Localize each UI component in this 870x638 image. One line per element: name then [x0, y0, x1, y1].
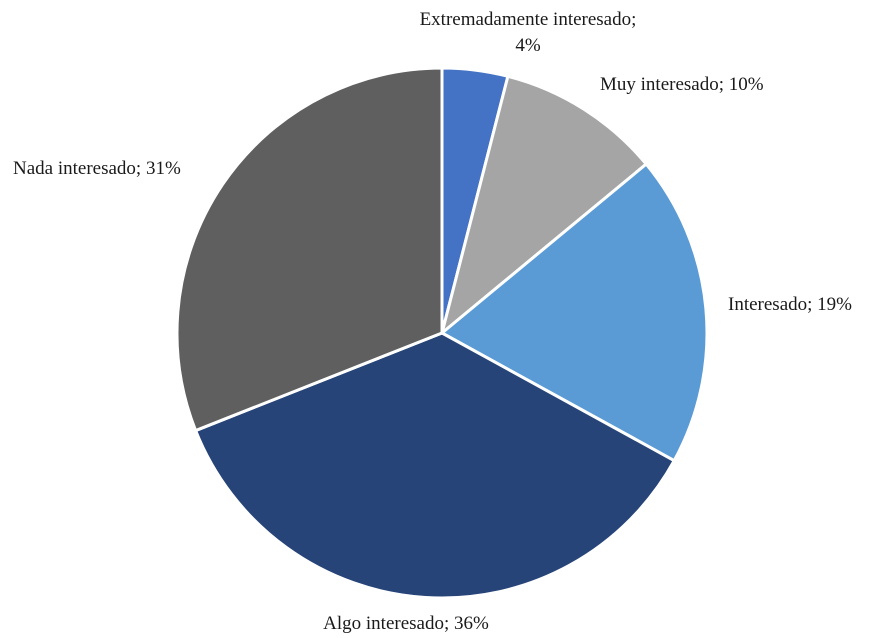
pie-slice-nada-interesado [175, 66, 444, 433]
pie-slice-muy-interesado [440, 74, 648, 335]
pie-slice-interesado [440, 162, 709, 463]
slice-value-extremadamente-interesado: 4% [515, 35, 541, 56]
slice-label-muy-interesado: Muy interesado; 10% [600, 74, 764, 95]
pie-slice-algo-interesado [194, 331, 676, 600]
slice-label-interesado: Interesado; 19% [728, 294, 852, 315]
pie-labels: Extremadamente interesado; 4% Muy intere… [13, 9, 852, 634]
slice-label-nada-interesado: Nada interesado; 31% [13, 158, 181, 179]
slice-label-algo-interesado: Algo interesado; 36% [323, 613, 489, 634]
slice-label-extremadamente-interesado: Extremadamente interesado; [420, 9, 637, 30]
pie-slices [175, 66, 709, 600]
